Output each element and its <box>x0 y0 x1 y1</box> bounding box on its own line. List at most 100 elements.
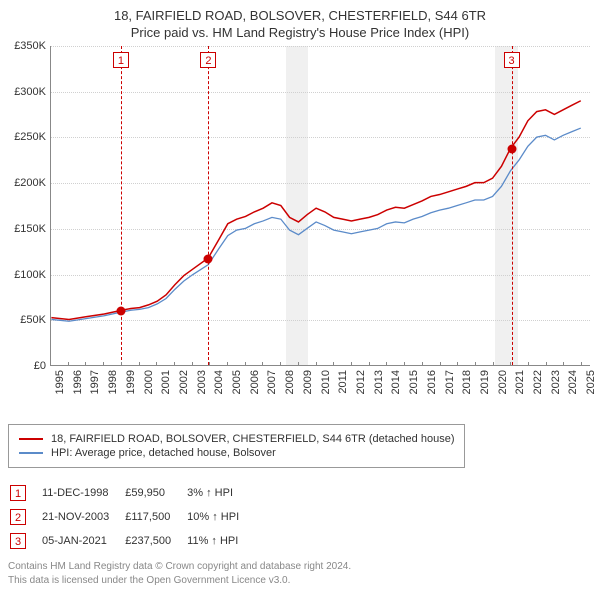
marker-vline <box>208 46 209 365</box>
x-tick-mark <box>192 362 193 366</box>
x-tick-label: 2003 <box>196 370 208 394</box>
line-series-svg <box>51 46 590 365</box>
x-tick-label: 2017 <box>444 370 456 394</box>
x-tick-label: 2011 <box>337 370 349 394</box>
marker-number-box: 3 <box>504 52 520 68</box>
marker-dot <box>204 254 213 263</box>
x-tick-mark <box>369 362 370 366</box>
x-tick-mark <box>50 362 51 366</box>
x-tick-mark <box>68 362 69 366</box>
y-tick-label: £350K <box>14 40 46 52</box>
x-tick-label: 1999 <box>125 370 137 394</box>
x-tick-mark <box>386 362 387 366</box>
title-line-2: Price paid vs. HM Land Registry's House … <box>8 25 592 40</box>
x-tick-mark <box>404 362 405 366</box>
event-pct: 11% ↑ HPI <box>187 530 253 552</box>
x-tick-mark <box>457 362 458 366</box>
series-line <box>51 128 580 321</box>
x-tick-label: 2002 <box>178 370 190 394</box>
x-axis: 1995 1996 1997 1998 1999 2000 2001 2002 2003 2004… <box>50 366 590 416</box>
event-price: £117,500 <box>125 506 185 528</box>
y-tick-label: £100K <box>14 269 46 281</box>
x-tick-mark <box>174 362 175 366</box>
legend-row: 18, FAIRFIELD ROAD, BOLSOVER, CHESTERFIE… <box>19 433 454 445</box>
x-tick-label: 2014 <box>390 370 402 394</box>
x-tick-mark <box>333 362 334 366</box>
legend-swatch <box>19 452 43 454</box>
x-tick-mark <box>227 362 228 366</box>
x-tick-mark <box>475 362 476 366</box>
x-tick-label: 2005 <box>231 370 243 394</box>
x-tick-label: 2015 <box>408 370 420 394</box>
legend-label: 18, FAIRFIELD ROAD, BOLSOVER, CHESTERFIE… <box>51 433 454 445</box>
x-tick-label: 2016 <box>426 370 438 394</box>
event-date: 05-JAN-2021 <box>42 530 123 552</box>
x-tick-mark <box>581 362 582 366</box>
x-tick-label: 2001 <box>160 370 172 394</box>
series-line <box>51 101 580 320</box>
event-price: £237,500 <box>125 530 185 552</box>
y-tick-label: £200K <box>14 177 46 189</box>
x-tick-label: 2008 <box>284 370 296 394</box>
x-tick-label: 2004 <box>213 370 225 394</box>
marker-vline <box>512 46 513 365</box>
x-tick-label: 2023 <box>550 370 562 394</box>
event-number-box: 2 <box>10 509 26 525</box>
x-tick-label: 1996 <box>72 370 84 394</box>
legend-box: 18, FAIRFIELD ROAD, BOLSOVER, CHESTERFIE… <box>8 424 465 468</box>
x-tick-mark <box>245 362 246 366</box>
x-tick-label: 2021 <box>514 370 526 394</box>
x-tick-mark <box>103 362 104 366</box>
footer-attribution: Contains HM Land Registry data © Crown c… <box>8 560 592 588</box>
marker-number-box: 1 <box>113 52 129 68</box>
title-line-1: 18, FAIRFIELD ROAD, BOLSOVER, CHESTERFIE… <box>8 8 592 23</box>
x-tick-mark <box>156 362 157 366</box>
chart-title-block: 18, FAIRFIELD ROAD, BOLSOVER, CHESTERFIE… <box>8 8 592 40</box>
event-pct: 10% ↑ HPI <box>187 506 253 528</box>
x-tick-label: 2018 <box>461 370 473 394</box>
x-tick-label: 2019 <box>479 370 491 394</box>
x-tick-mark <box>422 362 423 366</box>
x-tick-label: 2013 <box>373 370 385 394</box>
x-tick-label: 2020 <box>497 370 509 394</box>
x-tick-mark <box>209 362 210 366</box>
y-tick-label: £0 <box>34 360 46 372</box>
x-tick-label: 2006 <box>249 370 261 394</box>
x-tick-label: 2012 <box>355 370 367 394</box>
y-tick-label: £150K <box>14 223 46 235</box>
plot-area: 1 2 3 <box>50 46 590 366</box>
x-tick-mark <box>351 362 352 366</box>
marker-number-box: 2 <box>200 52 216 68</box>
x-tick-mark <box>280 362 281 366</box>
x-tick-mark <box>528 362 529 366</box>
y-tick-label: £50K <box>20 314 46 326</box>
x-tick-label: 2000 <box>143 370 155 394</box>
x-tick-label: 2010 <box>320 370 332 394</box>
event-price: £59,950 <box>125 482 185 504</box>
x-tick-label: 2024 <box>567 370 579 394</box>
x-tick-label: 1995 <box>54 370 66 394</box>
x-tick-mark <box>85 362 86 366</box>
x-tick-mark <box>510 362 511 366</box>
x-tick-label: 1998 <box>107 370 119 394</box>
x-tick-mark <box>139 362 140 366</box>
x-tick-label: 1997 <box>89 370 101 394</box>
event-row: 3 05-JAN-2021£237,50011% ↑ HPI <box>10 530 253 552</box>
y-tick-label: £300K <box>14 86 46 98</box>
x-tick-label: 2022 <box>532 370 544 394</box>
legend-row: HPI: Average price, detached house, Bols… <box>19 447 454 459</box>
x-tick-mark <box>298 362 299 366</box>
event-row: 2 21-NOV-2003£117,50010% ↑ HPI <box>10 506 253 528</box>
footer-line-1: Contains HM Land Registry data © Crown c… <box>8 560 592 574</box>
event-row: 111-DEC-1998£59,9503% ↑ HPI <box>10 482 253 504</box>
x-tick-mark <box>493 362 494 366</box>
event-date: 21-NOV-2003 <box>42 506 123 528</box>
x-tick-mark <box>440 362 441 366</box>
marker-dot <box>116 307 125 316</box>
legend-swatch <box>19 438 43 440</box>
x-tick-mark <box>121 362 122 366</box>
x-tick-mark <box>546 362 547 366</box>
event-number-box: 3 <box>10 533 26 549</box>
y-tick-label: £250K <box>14 131 46 143</box>
event-date: 11-DEC-1998 <box>42 482 123 504</box>
